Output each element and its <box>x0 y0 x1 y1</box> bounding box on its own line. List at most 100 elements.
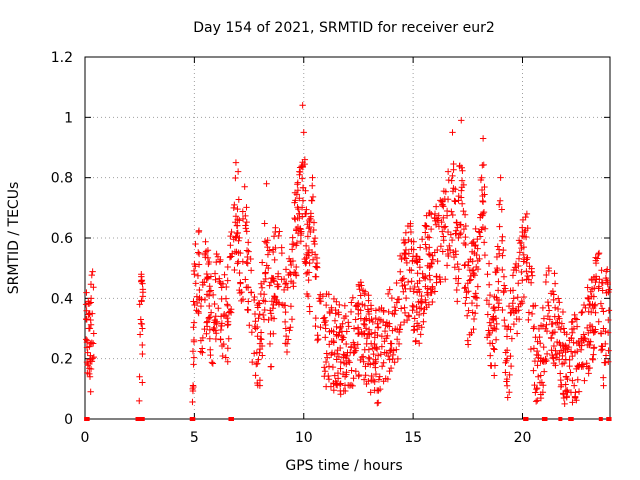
data-point <box>525 316 532 324</box>
data-point <box>339 320 346 327</box>
data-point <box>422 283 429 290</box>
data-point <box>559 308 567 316</box>
y-tick-label: 1.2 <box>51 50 73 66</box>
data-point <box>538 379 546 386</box>
x-axis: 0 5 10 15 20 <box>81 57 531 446</box>
data-point <box>567 348 575 355</box>
data-point <box>491 293 498 300</box>
data-point <box>597 329 605 337</box>
data-point <box>568 318 575 326</box>
data-point <box>282 340 289 347</box>
data-point <box>446 242 453 250</box>
y-tick-label: 0.2 <box>51 352 73 368</box>
data-point <box>564 375 571 383</box>
data-point <box>195 250 203 258</box>
data-point <box>267 363 274 371</box>
data-point <box>491 346 498 353</box>
data-point <box>365 292 372 299</box>
data-point <box>194 272 202 279</box>
data-point <box>435 223 443 230</box>
data-point <box>563 343 571 351</box>
data-point <box>139 350 146 358</box>
data-point <box>418 292 425 300</box>
data-point <box>264 251 272 258</box>
data-point <box>139 293 147 300</box>
data-point <box>384 290 392 298</box>
data-point <box>442 276 449 283</box>
data-point <box>255 314 262 322</box>
data-point <box>247 255 254 263</box>
data-point <box>473 251 480 259</box>
data-point <box>372 314 379 322</box>
data-point <box>540 368 548 375</box>
data-point <box>491 372 498 379</box>
data-point <box>519 232 526 240</box>
data-point <box>566 356 573 364</box>
data-point <box>477 214 484 221</box>
data-point <box>596 276 603 283</box>
data-point <box>510 295 517 302</box>
data-point <box>540 343 547 351</box>
data-point <box>330 387 338 394</box>
data-point <box>308 197 315 204</box>
data-point <box>374 320 381 327</box>
y-tick-label: 0.8 <box>51 171 73 187</box>
data-point <box>218 295 225 303</box>
data-point <box>314 336 321 344</box>
data-point <box>282 280 289 288</box>
data-point <box>234 168 242 175</box>
data-point <box>474 245 481 252</box>
data-point <box>371 344 379 351</box>
data-point <box>503 357 510 364</box>
data-point <box>193 293 201 300</box>
data-point <box>253 349 261 356</box>
data-point <box>90 353 98 361</box>
data-point <box>385 352 392 360</box>
data-point <box>192 280 199 287</box>
data-point <box>344 381 352 389</box>
data-point <box>479 135 487 142</box>
data-point <box>574 348 581 355</box>
data-point <box>364 360 372 367</box>
data-point <box>309 174 316 181</box>
data-point <box>452 227 460 234</box>
data-point <box>357 292 364 299</box>
data-point <box>347 349 354 356</box>
data-point <box>378 304 385 312</box>
data-point <box>414 270 421 277</box>
data-point <box>212 313 219 320</box>
data-point <box>393 299 401 306</box>
data-point <box>348 299 355 306</box>
data-point <box>259 352 266 359</box>
data-point <box>458 200 466 207</box>
data-point <box>577 335 585 342</box>
data-point <box>548 347 555 354</box>
data-point <box>340 334 347 341</box>
data-point <box>416 277 423 285</box>
data-point <box>211 324 218 332</box>
data-point <box>208 359 216 366</box>
data-point <box>330 337 337 345</box>
data-point <box>499 306 506 314</box>
data-point <box>207 309 215 316</box>
data-point <box>391 359 398 366</box>
data-point <box>254 304 262 311</box>
data-point <box>269 305 277 312</box>
data-point <box>224 302 231 309</box>
data-point <box>503 347 511 354</box>
data-point <box>87 316 94 324</box>
data-point <box>213 330 220 337</box>
data-point <box>598 279 606 286</box>
data-point <box>423 223 430 230</box>
data-point <box>506 389 513 396</box>
data-point <box>250 350 258 357</box>
data-point <box>507 352 514 360</box>
data-point <box>479 197 486 205</box>
data-point <box>299 197 307 204</box>
data-point <box>88 271 95 279</box>
data-point <box>569 377 576 384</box>
data-point <box>372 307 380 314</box>
data-point <box>566 362 573 370</box>
zero-marker <box>140 417 145 421</box>
data-point <box>561 329 568 336</box>
